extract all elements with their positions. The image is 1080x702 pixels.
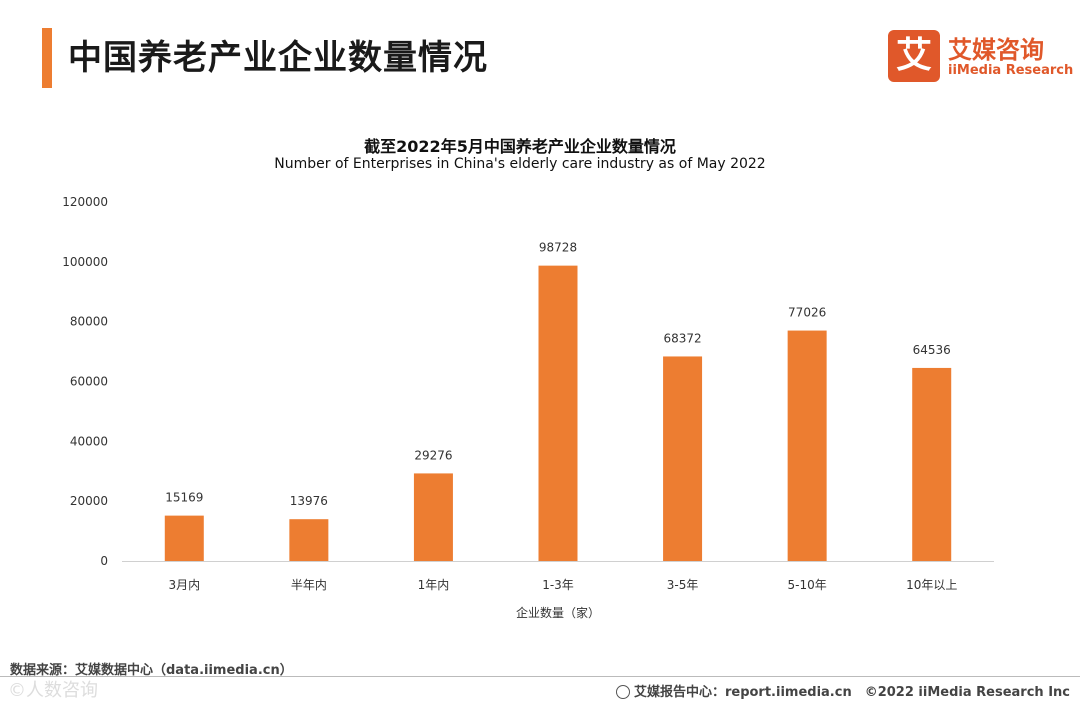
chart-subtitle: Number of Enterprises in China's elderly… bbox=[274, 156, 766, 172]
bar bbox=[164, 515, 204, 561]
logo-name-en: iiMedia Research bbox=[948, 63, 1074, 78]
data-source-note: 数据来源：艾媒数据中心（data.iimedia.cn） bbox=[10, 663, 293, 678]
y-tick-label: 120000 bbox=[62, 195, 108, 209]
bar bbox=[538, 265, 578, 561]
data-label: 98728 bbox=[539, 241, 577, 255]
x-tick-label: 5-10年 bbox=[788, 578, 827, 592]
logo-mark-icon: 艾 bbox=[888, 30, 940, 82]
watermark: ©人数咨询 bbox=[8, 680, 98, 701]
bar bbox=[663, 356, 703, 561]
y-tick-label: 80000 bbox=[70, 315, 108, 329]
globe-icon bbox=[615, 685, 630, 699]
x-tick-label: 1-3年 bbox=[542, 578, 574, 592]
y-tick-label: 40000 bbox=[70, 434, 108, 448]
x-tick-label: 10年以上 bbox=[906, 578, 957, 592]
y-tick-label: 100000 bbox=[62, 255, 108, 269]
footer-report-text: 艾媒报告中心：report.iimedia.cn ©2022 iiMedia R… bbox=[633, 685, 1070, 700]
y-tick-label: 0 bbox=[100, 554, 108, 568]
page-title: 中国养老产业企业数量情况 bbox=[68, 38, 488, 78]
y-tick-label: 60000 bbox=[70, 375, 108, 389]
chart-title: 截至2022年5月中国养老产业企业数量情况 bbox=[364, 137, 676, 156]
data-label: 77026 bbox=[788, 306, 826, 320]
footer-copyright: 艾媒报告中心：report.iimedia.cn ©2022 iiMedia R… bbox=[615, 681, 1070, 700]
brand-logo: 艾 艾媒咨询 iiMedia Research bbox=[888, 30, 1073, 82]
x-tick-label: 1年内 bbox=[418, 578, 450, 592]
data-label: 68372 bbox=[663, 331, 701, 345]
bar bbox=[413, 473, 453, 561]
bar bbox=[289, 519, 329, 561]
y-tick-label: 20000 bbox=[70, 494, 108, 508]
bar bbox=[912, 367, 952, 561]
x-axis-title: 企业数量（家） bbox=[516, 605, 600, 620]
x-tick-label: 半年内 bbox=[291, 578, 327, 592]
x-tick-label: 3月内 bbox=[168, 578, 200, 592]
footer-divider bbox=[0, 676, 1080, 677]
logo-name-cn: 艾媒咨询 bbox=[948, 36, 1044, 64]
data-label: 13976 bbox=[290, 494, 328, 508]
data-label: 15169 bbox=[165, 491, 203, 505]
x-tick-label: 3-5年 bbox=[667, 578, 699, 592]
data-label: 64536 bbox=[913, 343, 951, 357]
data-label: 29276 bbox=[414, 448, 452, 462]
bar bbox=[787, 330, 827, 561]
title-accent-bar bbox=[42, 28, 52, 88]
